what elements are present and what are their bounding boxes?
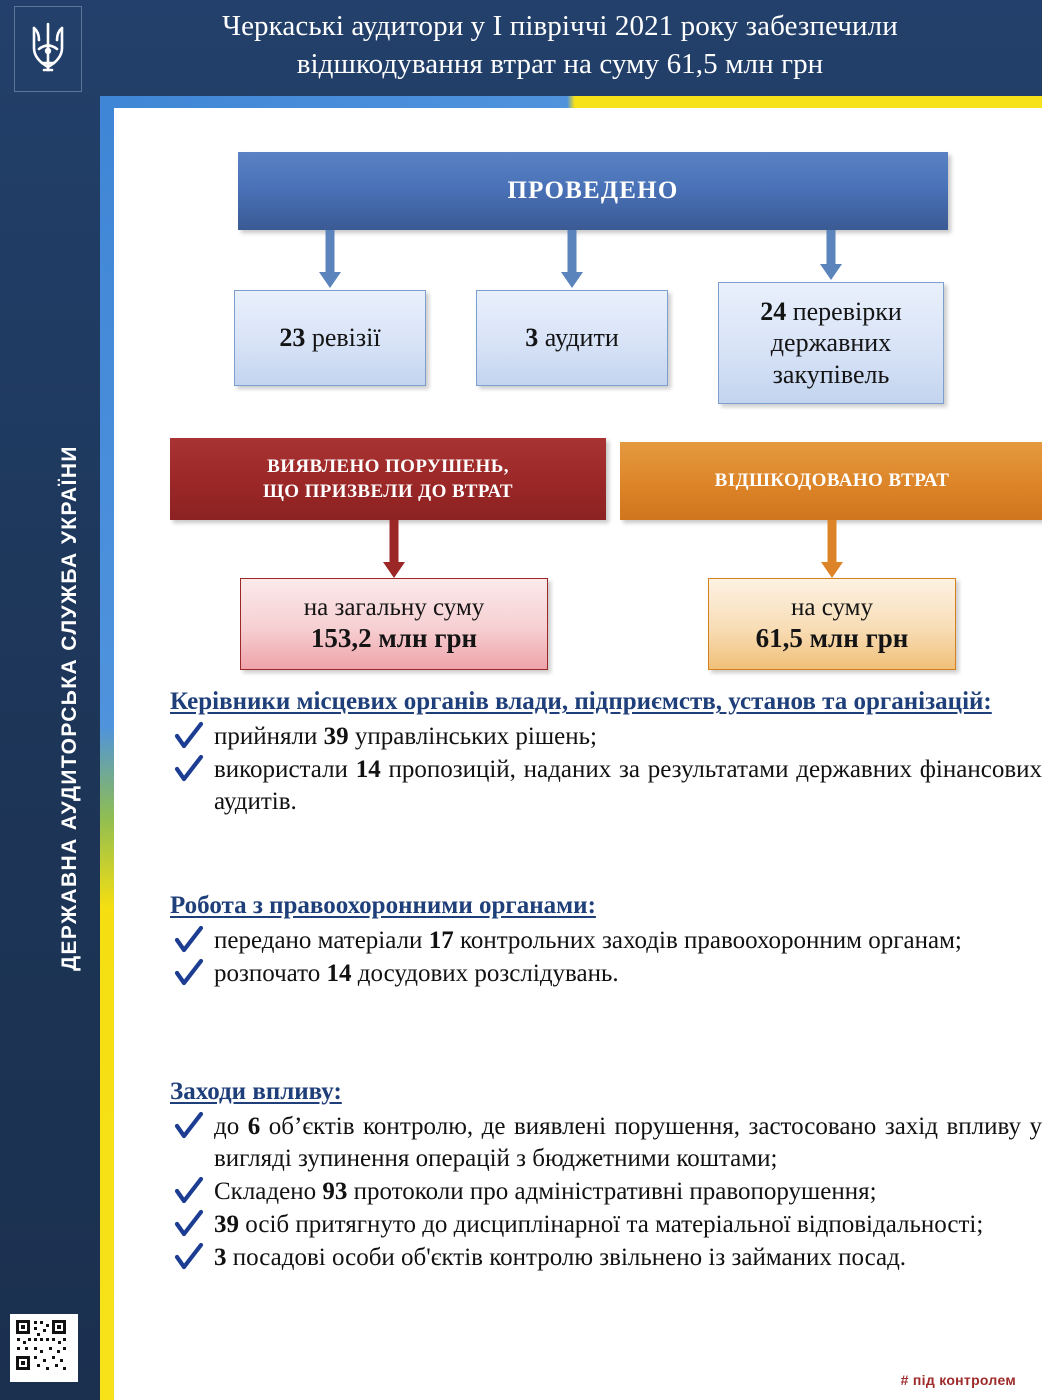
list-item: розпочато 14 досудових розслідувань. [170, 958, 1042, 990]
content-card: ПРОВЕДЕНО 23 ревізії 3 аудити 24 перевір… [100, 96, 1042, 1400]
bullet-num: 93 [322, 1177, 348, 1205]
section-heading-measures: Заходи впливу: [170, 1078, 342, 1105]
section-heading-managers: Керівники місцевих органів влади, підпри… [170, 688, 992, 715]
check-icon [174, 754, 204, 785]
bullet-num: 39 [214, 1210, 239, 1238]
bullet-post: управлінських рішень; [348, 722, 597, 750]
stat-value-procurement: 24 [760, 297, 787, 327]
list-item: Складено 93 протоколи про адміністративн… [170, 1176, 1042, 1208]
flow-header-provedeno: ПРОВЕДЕНО [238, 152, 948, 230]
stat-value-audits: 3 [525, 323, 539, 353]
bullet-num: 3 [214, 1243, 227, 1271]
bullet-list-measures: до 6 об’єктів контролю, де виявлені пору… [170, 1111, 1042, 1274]
hashtag-under-control: # під контролем [900, 1372, 1016, 1388]
qr-code-icon[interactable] [10, 1314, 78, 1382]
bullet-num: 14 [355, 755, 381, 783]
list-item: використали 14 пропозицій, наданих за ре… [170, 754, 1042, 818]
poster-header: Черкаські аудитори у I півріччі 2021 рок… [0, 0, 1042, 96]
bullet-num: 14 [326, 959, 352, 987]
section-heading-law-enforcement: Робота з правоохоронними органами: [170, 892, 596, 919]
list-item: 3 посадові особи об'єктів контролю звіль… [170, 1242, 1042, 1274]
stat-box-audits: 3 аудити [476, 290, 668, 386]
content-inner: ПРОВЕДЕНО 23 ревізії 3 аудити 24 перевір… [114, 108, 1042, 1400]
flag-stripe-left [100, 104, 114, 1400]
stat-label-procurement: перевірки державних закупівель [770, 297, 902, 389]
bullet-post: протоколи про адміністративні правопоруш… [347, 1177, 877, 1205]
bullet-post: досудових розслідувань. [351, 959, 619, 987]
check-icon [174, 1111, 204, 1142]
left-rail: ДЕРЖАВНА АУДИТОРСЬКА СЛУЖБА УКРАЇНИ [0, 96, 100, 1400]
violations-header-line1: ВИЯВЛЕНО ПОРУШЕНЬ, [267, 455, 509, 477]
stat-box-revisions: 23 ревізії [234, 290, 426, 386]
list-item: до 6 об’єктів контролю, де виявлені пору… [170, 1111, 1042, 1175]
section-measures: Заходи впливу: до 6 об’єктів контролю, д… [170, 1076, 1042, 1275]
bullet-pre: розпочато [214, 959, 327, 987]
list-item: прийняли 39 управлінських рішень; [170, 721, 1042, 753]
bullet-pre: передано матеріали [214, 926, 429, 954]
recovered-amount-label: на суму [791, 594, 873, 622]
check-icon [174, 958, 204, 989]
check-icon [174, 925, 204, 956]
stat-box-procurement: 24 перевірки державних закупівель [718, 282, 944, 404]
bullet-post: пропозицій, наданих за результатами держ… [214, 755, 1042, 815]
bullet-list-managers: прийняли 39 управлінських рішень; викори… [170, 721, 1042, 818]
section-law-enforcement: Робота з правоохоронними органами: перед… [170, 890, 1042, 991]
recovered-amount-value: 61,5 млн грн [755, 622, 909, 653]
bullet-list-law-enforcement: передано матеріали 17 контрольних заході… [170, 925, 1042, 990]
recovered-header: ВІДШКОДОВАНО ВТРАТ [620, 442, 1042, 520]
check-icon [174, 1209, 204, 1240]
bullet-post: осіб притягнуто до дисциплінарної та мат… [239, 1210, 984, 1238]
page-title-line1: Черкаські аудитори у I півріччі 2021 рок… [222, 10, 898, 42]
arrow-down-revisions [317, 230, 343, 288]
list-item: передано матеріали 17 контрольних заході… [170, 925, 1042, 957]
check-icon [174, 1242, 204, 1273]
bullet-num: 6 [247, 1112, 261, 1140]
stat-value-revisions: 23 [279, 323, 306, 353]
bullet-num: 17 [428, 926, 454, 954]
bullet-post: контрольних заходів правоохоронним орган… [453, 926, 962, 954]
bullet-num: 39 [323, 722, 349, 750]
section-managers: Керівники місцевих органів влади, підпри… [170, 686, 1042, 819]
arrow-down-recovered [819, 520, 845, 578]
bullet-pre: використали [214, 755, 356, 783]
recovered-amount-box: на суму 61,5 млн грн [708, 578, 956, 670]
violations-amount-value: 153,2 млн грн [310, 622, 478, 653]
arrow-down-violations [381, 520, 407, 578]
bullet-post: об’єктів контролю, де виявлені порушення… [214, 1112, 1042, 1172]
violations-header-line2: ЩО ПРИЗВЕЛИ ДО ВТРАТ [263, 481, 513, 502]
page-title: Черкаські аудитори у I півріччі 2021 рок… [120, 8, 1000, 83]
stat-label-audits: аудити [544, 323, 619, 353]
list-item: 39 осіб притягнуто до дисциплінарної та … [170, 1209, 1042, 1241]
arrow-down-audits [559, 230, 585, 288]
stat-label-revisions: ревізії [311, 323, 381, 353]
page-title-line2: відшкодування втрат на суму 61,5 млн грн [296, 47, 824, 80]
arrow-down-procurement [818, 230, 844, 280]
bullet-post: посадові особи об'єктів контролю звільне… [226, 1243, 907, 1271]
check-icon [174, 1176, 204, 1207]
check-icon [174, 721, 204, 752]
ukraine-trident-icon [14, 6, 82, 92]
bullet-pre: до [214, 1112, 248, 1140]
organization-name-vertical: ДЕРЖАВНА АУДИТОРСЬКА СЛУЖБА УКРАЇНИ [58, 445, 81, 971]
violations-amount-box: на загальну суму 153,2 млн грн [240, 578, 548, 670]
bullet-pre: Складено [214, 1177, 323, 1205]
violations-amount-label: на загальну суму [303, 594, 485, 622]
flag-stripe-top [100, 96, 1042, 108]
bullet-pre: прийняли [214, 722, 324, 750]
violations-header: ВИЯВЛЕНО ПОРУШЕНЬ, ЩО ПРИЗВЕЛИ ДО ВТРАТ [170, 438, 606, 520]
